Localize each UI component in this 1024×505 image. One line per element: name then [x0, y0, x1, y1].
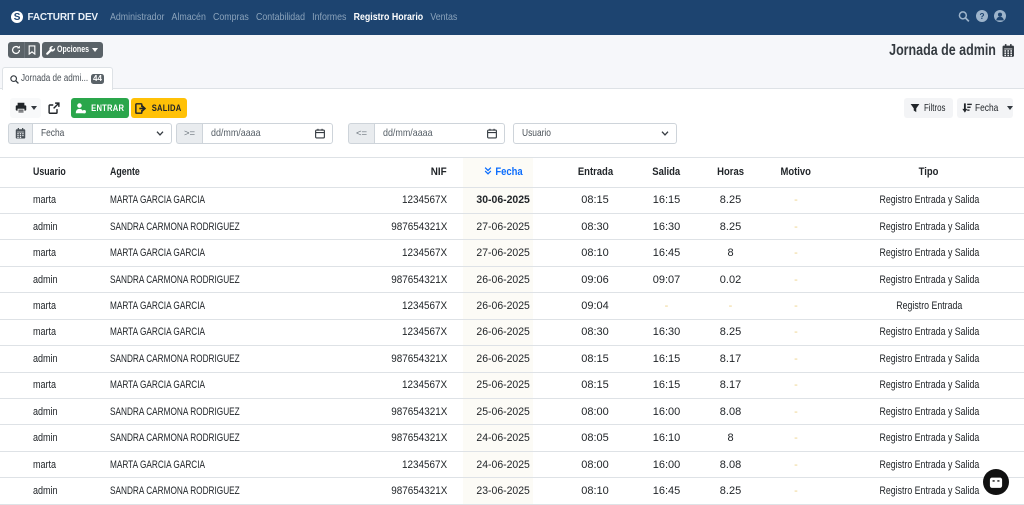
svg-text:?: ?	[979, 12, 984, 21]
